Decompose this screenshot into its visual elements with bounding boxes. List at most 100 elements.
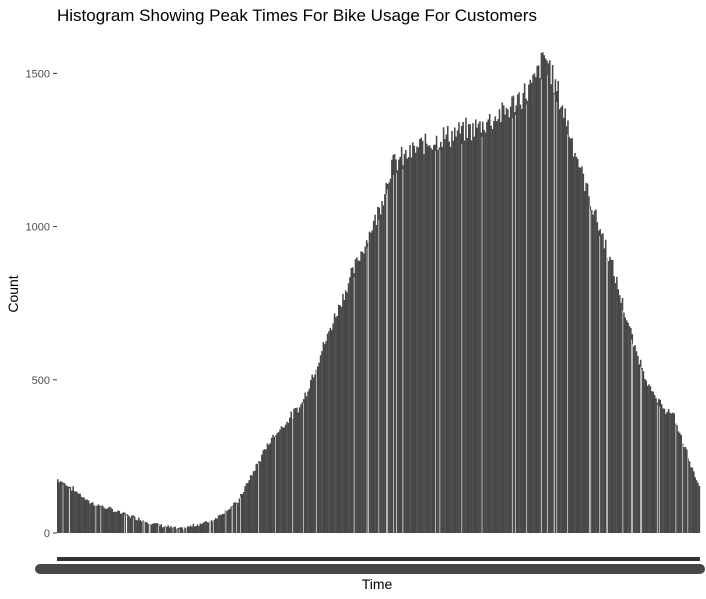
- histogram-bar: [294, 407, 297, 533]
- histogram-bar: [445, 134, 448, 533]
- histogram-bar: [252, 471, 255, 533]
- histogram-bar: [77, 493, 80, 533]
- histogram-bar: [372, 220, 375, 533]
- histogram-bar: [530, 82, 533, 534]
- histogram-bar: [166, 527, 168, 533]
- histogram-bar: [122, 512, 125, 533]
- histogram-bar: [349, 277, 351, 533]
- histogram-bar: [268, 444, 270, 533]
- histogram-bar: [493, 120, 495, 534]
- histogram-bar: [421, 140, 424, 533]
- histogram-bar: [672, 412, 674, 533]
- histogram-bar: [644, 378, 646, 533]
- histogram-bar: [508, 117, 511, 533]
- histogram-bar: [578, 167, 580, 534]
- histogram-bar: [663, 408, 666, 533]
- histogram-bar: [625, 320, 628, 533]
- histogram-bar: [693, 471, 695, 533]
- histogram-bar: [212, 521, 214, 533]
- histogram-bar: [245, 483, 248, 533]
- histogram-bar: [367, 243, 369, 533]
- histogram-bar: [104, 508, 107, 533]
- histogram-bar: [228, 509, 231, 533]
- histogram-bar: [666, 411, 668, 533]
- x-axis-label: Time: [362, 576, 393, 592]
- histogram-bar: [177, 528, 179, 533]
- histogram-bar: [86, 499, 88, 533]
- histogram-bar: [535, 77, 537, 534]
- histogram-bar: [670, 413, 673, 533]
- histogram-bar: [115, 512, 118, 533]
- histogram-bar: [514, 112, 516, 533]
- histogram-bar: [108, 506, 111, 533]
- histogram-bar: [270, 437, 273, 533]
- histogram-bar: [129, 517, 132, 533]
- histogram-bar: [565, 126, 568, 533]
- histogram-bar: [63, 483, 66, 533]
- histogram-bar: [459, 133, 462, 533]
- histogram-bar: [549, 60, 551, 533]
- histogram-bar: [356, 257, 358, 533]
- histogram-bar: [180, 527, 182, 533]
- histogram-bar: [210, 520, 213, 533]
- histogram-bar: [567, 120, 569, 533]
- histogram-bar: [528, 84, 530, 534]
- histogram-bar: [469, 124, 471, 533]
- histogram-bar: [691, 467, 694, 533]
- histogram-bar: [659, 399, 662, 533]
- histogram-bar: [426, 143, 428, 533]
- histogram-bar: [119, 513, 122, 533]
- histogram-bar: [620, 302, 622, 533]
- histogram-bar: [428, 145, 431, 533]
- histogram-bar: [290, 411, 292, 533]
- histogram-bar: [224, 510, 227, 533]
- histogram-bar: [603, 248, 606, 533]
- histogram-bar: [371, 230, 374, 533]
- histogram-bar: [152, 523, 154, 533]
- histogram-bar: [604, 239, 607, 534]
- histogram-bar: [73, 491, 76, 533]
- histogram-bar: [307, 391, 309, 533]
- histogram-bar: [195, 526, 197, 533]
- histogram-bar: [526, 100, 529, 533]
- histogram-bar: [400, 146, 403, 533]
- histogram-bar: [337, 304, 340, 533]
- histogram-bar: [628, 326, 631, 533]
- histogram-bar: [581, 166, 583, 533]
- histogram-bar: [163, 526, 165, 533]
- histogram-bar: [221, 514, 224, 533]
- histogram-bar: [634, 345, 636, 533]
- histogram-bar: [653, 395, 656, 533]
- histogram-bar: [467, 124, 470, 533]
- histogram-bar: [507, 109, 509, 533]
- histogram-bar: [249, 475, 252, 533]
- histogram-bar: [168, 527, 171, 533]
- histogram-bar: [75, 491, 77, 533]
- histogram-bar: [635, 351, 638, 533]
- histogram-bar: [68, 486, 70, 533]
- histogram-bar: [248, 480, 251, 533]
- histogram-bar: [441, 147, 443, 533]
- histogram-bar: [686, 449, 688, 533]
- histogram-bar: [613, 276, 615, 533]
- x-tick-marks: [57, 557, 700, 561]
- histogram-bar: [343, 299, 346, 533]
- histogram-bar: [111, 509, 114, 533]
- histogram-bar: [312, 377, 315, 533]
- histogram-bar: [258, 460, 260, 533]
- histogram-bar: [79, 493, 81, 533]
- histogram-bar: [305, 396, 308, 533]
- histogram-bar: [476, 127, 478, 533]
- histogram-bar: [188, 526, 190, 533]
- histogram-bar: [690, 467, 692, 533]
- histogram-bar: [679, 432, 681, 533]
- histogram-bar: [314, 374, 316, 533]
- histogram-bar: [189, 525, 192, 533]
- y-axis-label: Count: [5, 275, 21, 312]
- histogram-bar: [646, 385, 649, 533]
- histogram-bar: [175, 528, 178, 533]
- histogram-bar: [147, 524, 150, 533]
- histogram-bar: [529, 79, 532, 533]
- histogram-bar: [611, 259, 614, 533]
- histogram-bar: [333, 313, 336, 533]
